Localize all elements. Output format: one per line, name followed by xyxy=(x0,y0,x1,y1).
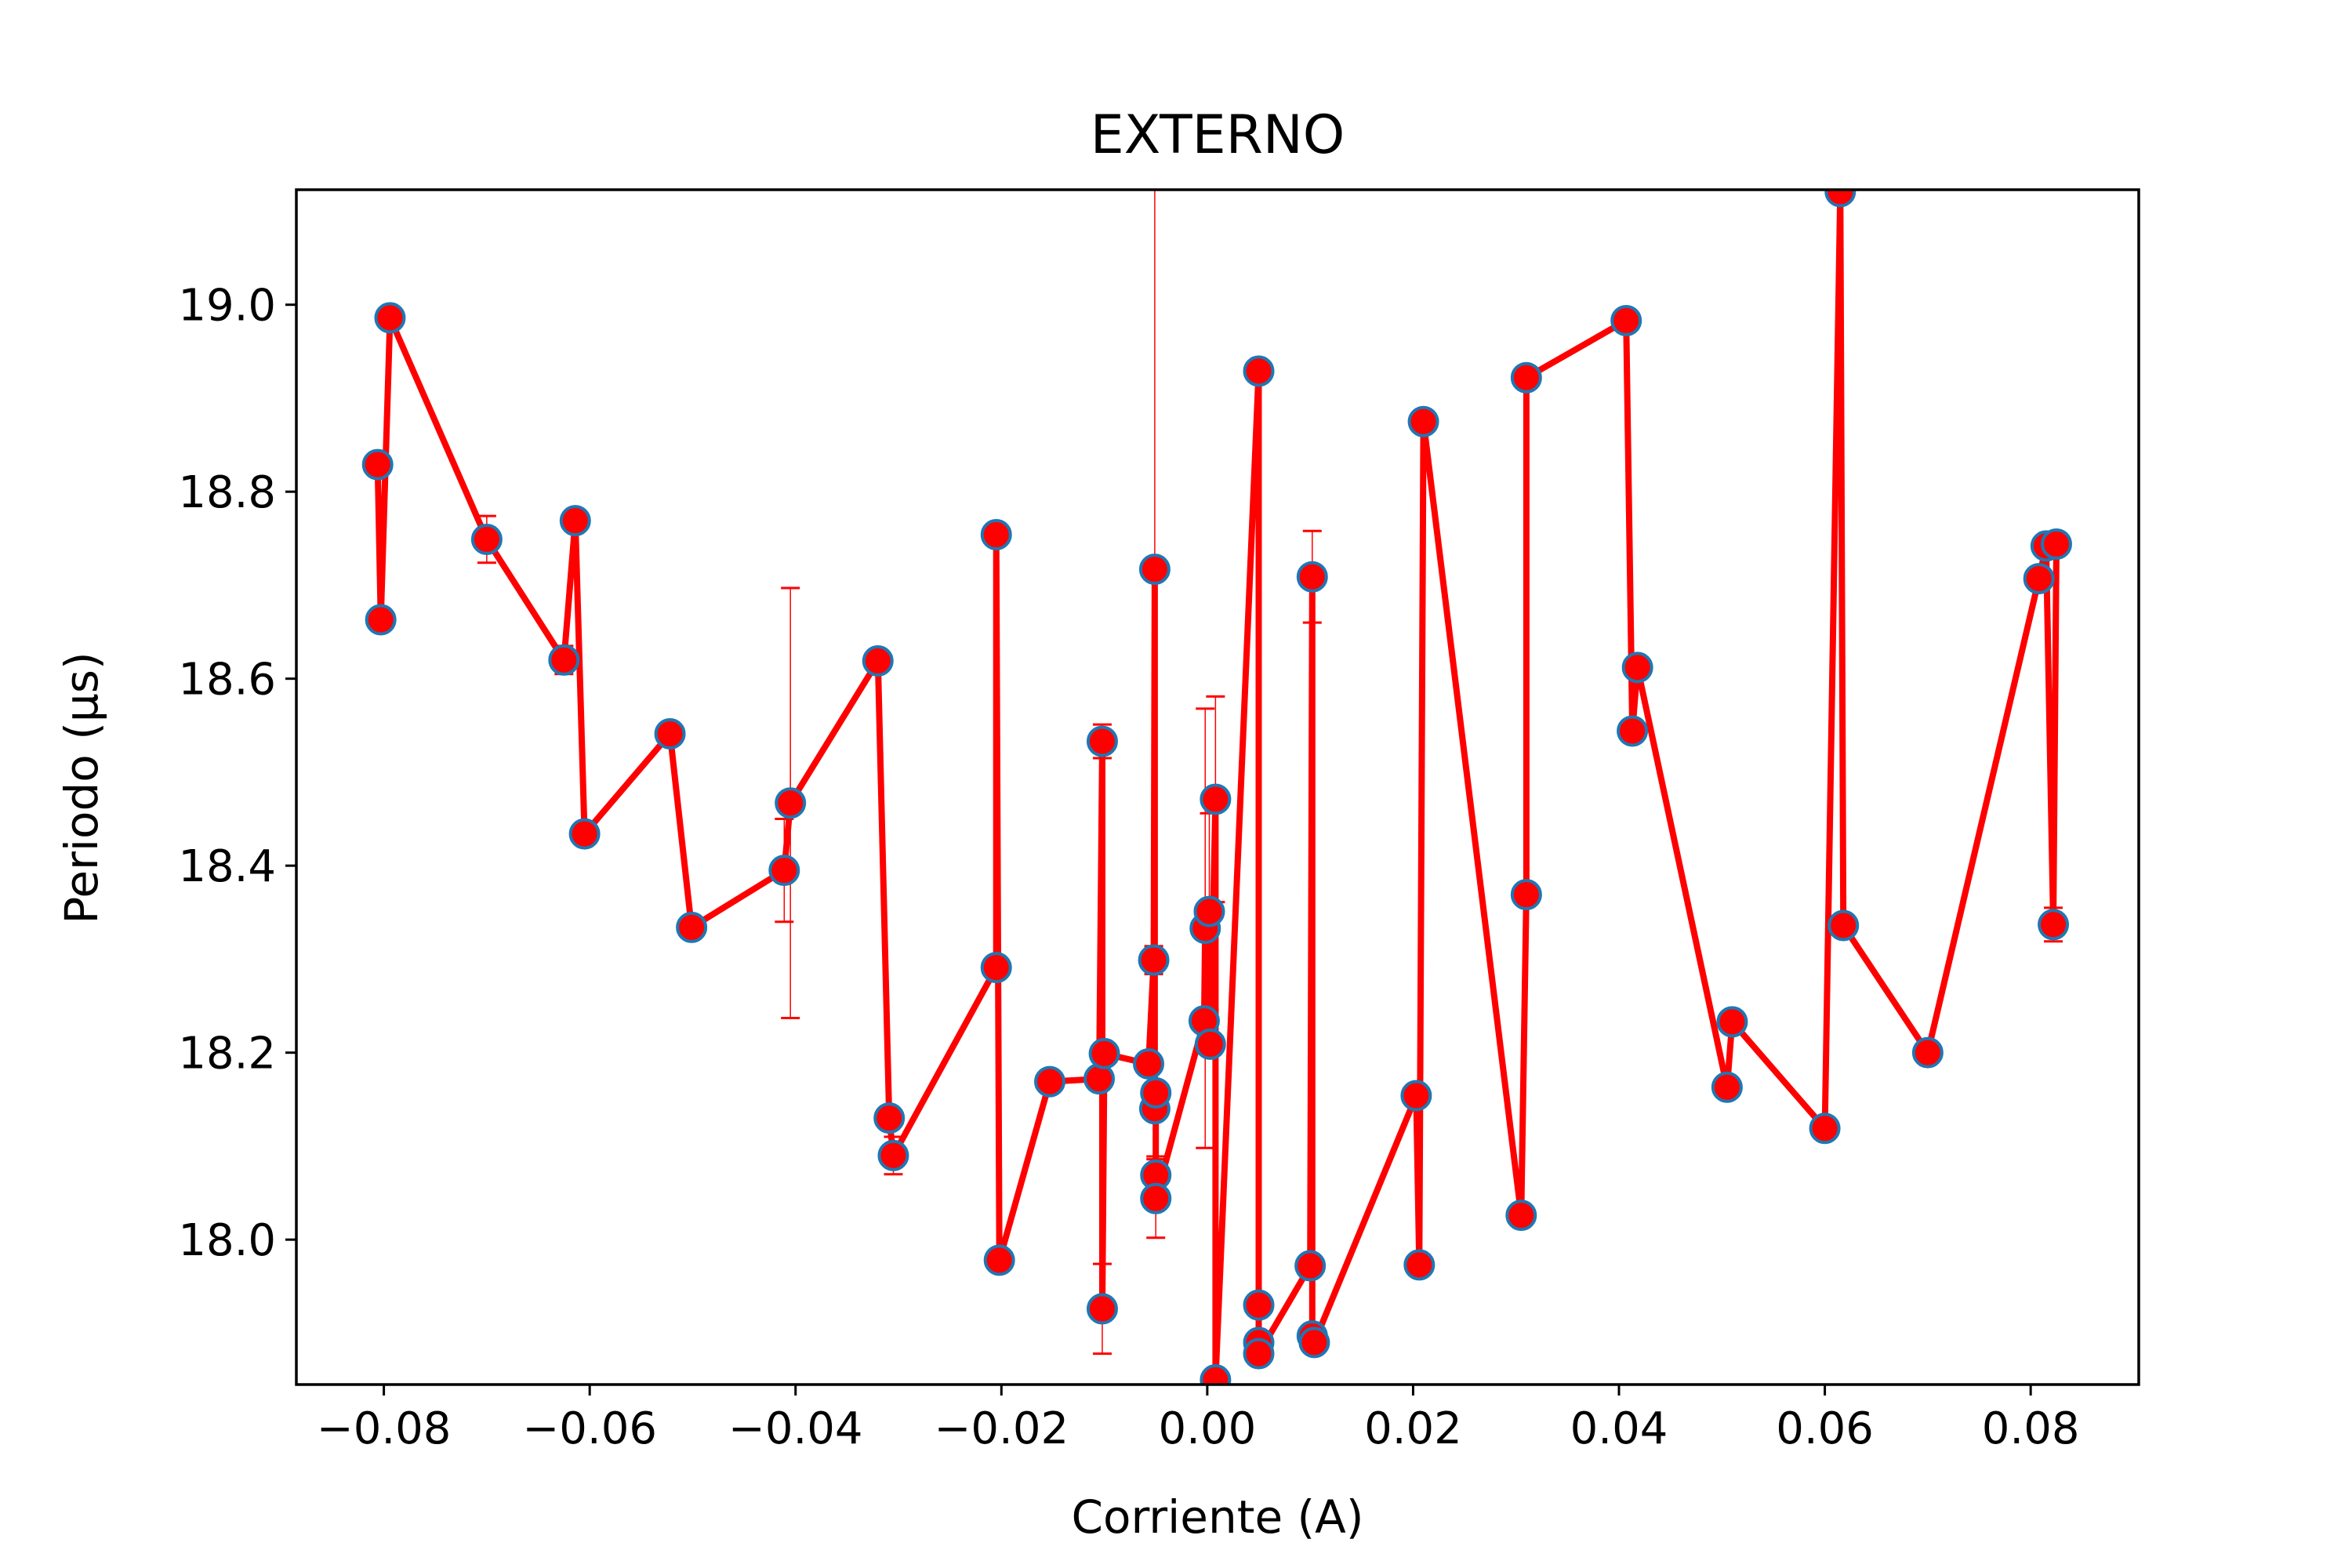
y-tick-label: 18.8 xyxy=(178,467,276,518)
data-point xyxy=(983,1244,1015,1276)
data-point xyxy=(1407,405,1439,437)
data-point xyxy=(1133,1047,1165,1080)
data-point xyxy=(1403,1249,1436,1281)
data-point xyxy=(2038,909,2070,941)
x-tick-label: 0.00 xyxy=(1159,1403,1257,1454)
x-tick-label: −0.08 xyxy=(317,1403,452,1454)
x-tick-label: 0.04 xyxy=(1570,1403,1668,1454)
y-tick-label: 18.4 xyxy=(178,841,276,892)
data-point xyxy=(1510,361,1542,394)
data-point xyxy=(548,644,580,676)
axes-frame xyxy=(295,188,2140,1386)
data-point xyxy=(1034,1065,1066,1098)
data-point xyxy=(1400,1080,1432,1112)
data-point xyxy=(1828,909,1860,942)
data-point xyxy=(365,604,397,636)
data-point xyxy=(877,1139,909,1171)
data-point xyxy=(1911,1036,1944,1069)
data-point xyxy=(775,787,807,819)
data-point xyxy=(2040,528,2072,560)
plot-area xyxy=(361,190,2072,1385)
data-point xyxy=(980,519,1012,551)
data-point xyxy=(1617,715,1649,747)
y-axis-label: Periodo (μs) xyxy=(55,652,108,924)
data-point xyxy=(470,523,503,555)
chart-title: EXTERNO xyxy=(1091,104,1345,166)
data-point xyxy=(1083,1063,1116,1095)
data-point xyxy=(1610,304,1642,336)
data-point xyxy=(1088,1037,1120,1069)
data-point xyxy=(1086,725,1118,757)
x-tick-label: 0.02 xyxy=(1364,1403,1462,1454)
data-point xyxy=(1298,1327,1330,1359)
data-point xyxy=(2023,563,2055,595)
axis-ticks: −0.08 −0.06 −0.04 −0.02 0.00 0.02 0.04 0.06 0.08… xyxy=(178,281,2079,1454)
data-point xyxy=(361,448,394,481)
data-group xyxy=(361,190,2072,1385)
data-point xyxy=(1194,1028,1226,1060)
data-point xyxy=(568,818,601,850)
data-point xyxy=(1086,1293,1118,1325)
data-point xyxy=(1294,1250,1327,1282)
data-point xyxy=(1200,1364,1232,1385)
data-point xyxy=(1809,1112,1841,1145)
data-point xyxy=(1243,1338,1275,1370)
data-point xyxy=(1296,561,1328,593)
data-point xyxy=(1138,944,1170,976)
data-point xyxy=(559,505,591,537)
data-point xyxy=(1140,1076,1172,1109)
x-tick-label: 0.08 xyxy=(1982,1403,2080,1454)
data-point xyxy=(1716,1006,1748,1038)
data-point xyxy=(980,952,1012,984)
data-point xyxy=(1510,879,1542,911)
data-point xyxy=(374,302,406,334)
data-point xyxy=(1243,355,1275,387)
data-point xyxy=(862,645,894,677)
data-point xyxy=(1243,1289,1275,1321)
data-point xyxy=(1140,1182,1172,1214)
data-point xyxy=(1711,1071,1743,1103)
y-tick-label: 18.0 xyxy=(178,1215,276,1266)
x-tick-label: −0.06 xyxy=(522,1403,657,1454)
y-tick-label: 18.2 xyxy=(178,1029,276,1080)
data-point xyxy=(654,718,686,750)
data-point xyxy=(1621,652,1653,684)
data-point xyxy=(1505,1200,1537,1232)
x-tick-label: 0.06 xyxy=(1776,1403,1874,1454)
x-axis-label: Corriente (A) xyxy=(1071,1490,1363,1544)
x-tick-label: −0.04 xyxy=(728,1403,863,1454)
x-tick-label: −0.02 xyxy=(934,1403,1069,1454)
data-point xyxy=(768,855,800,887)
y-tick-label: 19.0 xyxy=(178,281,276,332)
data-point xyxy=(1138,554,1171,586)
y-tick-label: 18.6 xyxy=(178,655,276,706)
data-point xyxy=(1824,190,1857,208)
data-point xyxy=(676,911,708,943)
data-point xyxy=(1200,783,1232,815)
data-point xyxy=(873,1102,906,1134)
data-point xyxy=(1193,895,1225,927)
